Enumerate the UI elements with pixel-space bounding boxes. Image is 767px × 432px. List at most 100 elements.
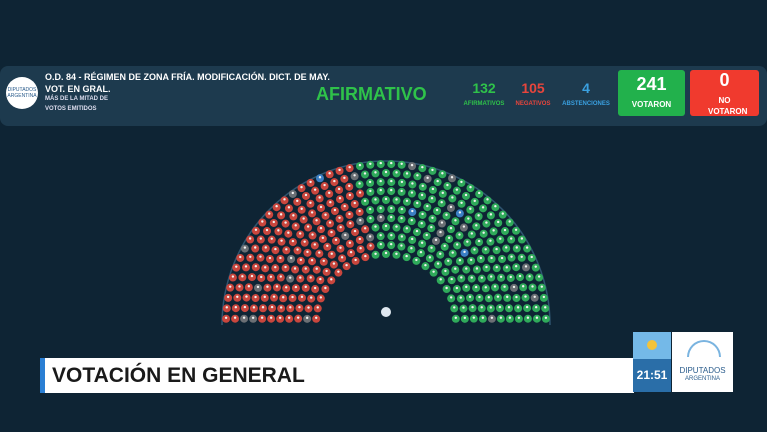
seat-icon: [281, 296, 285, 299]
seat-icon: [405, 172, 409, 175]
majority-note: MÁS DE LA MITAD DE: [45, 96, 108, 102]
seat-icon: [379, 179, 382, 183]
seat-icon: [498, 305, 502, 309]
seat-icon: [300, 185, 303, 189]
seat-icon: [319, 296, 323, 299]
seat-icon: [499, 237, 502, 240]
seat-icon: [477, 214, 480, 217]
seat-icon: [454, 316, 458, 319]
seat-icon: [333, 208, 337, 212]
seat-icon: [234, 306, 238, 309]
seat-icon: [499, 275, 503, 278]
seat-icon: [495, 265, 498, 269]
seat-icon: [384, 251, 388, 255]
seat-icon: [520, 255, 523, 259]
seat-icon: [458, 233, 461, 236]
seat-icon: [313, 286, 317, 290]
seat-icon: [249, 255, 252, 259]
seat-icon: [228, 285, 232, 288]
seat-icon: [524, 265, 528, 268]
seat-icon: [455, 286, 459, 290]
seat-icon: [455, 188, 459, 191]
seat-icon: [520, 237, 524, 240]
seat-icon: [390, 215, 393, 219]
seat-icon: [324, 213, 327, 216]
seat-icon: [518, 274, 522, 278]
seat-icon: [458, 211, 462, 214]
seat-icon: [420, 221, 423, 225]
seat-icon: [534, 306, 538, 309]
seat-icon: [338, 168, 341, 172]
seat-icon: [400, 244, 403, 247]
seat-icon: [463, 316, 467, 320]
seat-icon: [405, 227, 409, 230]
seat-icon: [368, 180, 372, 184]
seat-icon: [416, 201, 419, 205]
seat-icon: [343, 176, 346, 180]
seat-icon: [353, 201, 356, 205]
seat-icon: [265, 228, 269, 232]
seat-icon: [242, 316, 246, 319]
seat-icon: [369, 216, 372, 220]
seat-icon: [243, 246, 247, 249]
seat-icon: [293, 267, 297, 270]
seat-icon: [473, 199, 476, 203]
seat-icon: [492, 229, 495, 232]
seat-icon: [390, 179, 393, 183]
tally-value: 0: [719, 70, 730, 90]
seat-icon: [225, 306, 228, 309]
seat-icon: [224, 316, 228, 319]
seat-icon: [405, 199, 409, 202]
seat-icon: [274, 265, 277, 269]
seat-icon: [444, 269, 447, 273]
seat-icon: [333, 179, 336, 183]
seat-icon: [464, 193, 468, 197]
seat-icon: [395, 171, 398, 174]
seat-icon: [440, 221, 444, 224]
seat-icon: [481, 206, 485, 209]
seat-icon: [338, 197, 342, 200]
seat-icon: [245, 295, 248, 298]
seat-icon: [480, 306, 483, 309]
tally-label: ABSTENCIONES: [562, 101, 610, 107]
seat-icon: [390, 233, 393, 237]
seat-icon: [358, 237, 362, 241]
seat-icon: [348, 184, 351, 188]
seat-icon: [300, 207, 303, 210]
seat-icon: [254, 228, 258, 232]
seat-icon: [508, 220, 511, 223]
majority-note: VOTOS EMITIDOS: [45, 106, 97, 112]
seat-icon: [304, 267, 307, 270]
seat-icon: [294, 224, 297, 227]
seat-icon: [454, 219, 457, 222]
seat-icon: [466, 240, 469, 243]
seat-icon: [323, 183, 326, 187]
seat-icon: [484, 248, 487, 251]
seat-icon: [314, 316, 318, 319]
seat-icon: [416, 174, 419, 177]
seat-icon: [480, 276, 484, 279]
seat-icon: [280, 239, 283, 242]
seat-icon: [379, 242, 383, 246]
seat-icon: [485, 265, 488, 269]
seat-icon: [324, 286, 327, 290]
seat-icon: [328, 221, 332, 224]
seat-icon: [348, 165, 351, 169]
seat-icon: [288, 276, 292, 279]
seat-icon: [268, 212, 271, 215]
seat-icon: [254, 246, 257, 249]
seat-icon: [319, 277, 322, 281]
seat-icon: [411, 209, 414, 213]
seat-icon: [489, 213, 493, 216]
seat-icon: [305, 316, 309, 320]
seat-icon: [272, 295, 276, 298]
seat-icon: [410, 163, 414, 167]
seat-icon: [296, 316, 300, 319]
seat-icon: [261, 220, 264, 223]
seat-icon: [238, 285, 241, 288]
seat-icon: [256, 285, 260, 289]
seat-icon: [454, 267, 457, 270]
seat-icon: [487, 296, 491, 299]
seat-icon: [343, 204, 346, 208]
